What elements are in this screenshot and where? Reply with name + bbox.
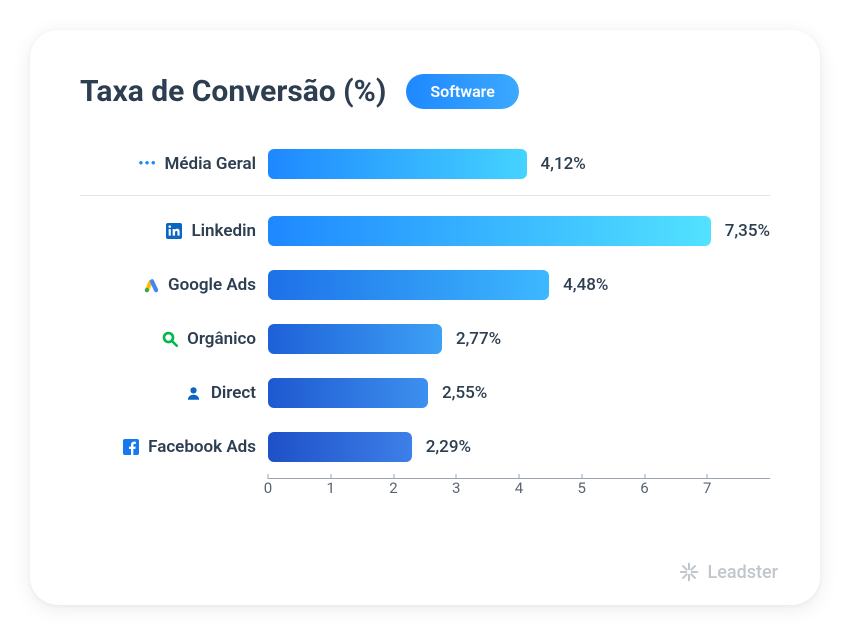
summary-row: ••• Média Geral 4,12% <box>80 137 770 191</box>
series-value: 7,35% <box>725 221 770 241</box>
series-bar-col: 7,35% <box>268 204 770 258</box>
series-bar <box>268 270 549 300</box>
series-bar <box>268 432 412 462</box>
series-bar-col: 2,55% <box>268 366 770 420</box>
series-value: 2,77% <box>456 329 501 349</box>
axis-tick: 5 <box>578 479 586 497</box>
chart-header: Taxa de Conversão (%) Software <box>80 74 770 109</box>
series-bar-col: 4,48% <box>268 258 770 312</box>
x-axis: 0 1 2 3 4 5 6 7 <box>80 478 770 505</box>
series-label-col: Orgânico <box>80 329 268 349</box>
series-value: 2,29% <box>426 437 471 457</box>
footer-brand-text: Leadster <box>708 562 778 583</box>
axis-tick: 2 <box>389 479 397 497</box>
facebook-icon <box>122 438 140 456</box>
axis-tick: 7 <box>703 479 711 497</box>
bar-chart: ••• Média Geral 4,12% Linkedin 7,35% Googl… <box>80 137 770 505</box>
series-bar-col: 2,29% <box>268 420 770 474</box>
series-value: 2,55% <box>442 383 487 403</box>
series-row: Google Ads 4,48% <box>80 258 770 312</box>
series-bar-col: 2,77% <box>268 312 770 366</box>
linkedin-icon <box>165 222 183 240</box>
series-label: Orgânico <box>187 329 256 349</box>
axis-tick: 1 <box>327 479 335 497</box>
series-row: Facebook Ads 2,29% <box>80 420 770 474</box>
category-badge: Software <box>406 74 519 109</box>
summary-bar-col: 4,12% <box>268 137 770 191</box>
series-value: 4,48% <box>563 275 608 295</box>
summary-bar <box>268 149 527 179</box>
series-label: Google Ads <box>168 275 256 295</box>
series-row: Direct 2,55% <box>80 366 770 420</box>
footer-brand: Leadster <box>678 561 778 583</box>
series-container: Linkedin 7,35% Google Ads 4,48% Orgânico 2,77… <box>80 204 770 474</box>
summary-value: 4,12% <box>541 154 586 174</box>
chart-card: Taxa de Conversão (%) Software ••• Média… <box>30 30 820 605</box>
leadster-icon <box>678 561 700 583</box>
series-label-col: Facebook Ads <box>80 437 268 457</box>
axis-tick: 6 <box>640 479 648 497</box>
googleads-icon <box>142 276 160 294</box>
axis-ticks: 01234567 <box>268 479 770 505</box>
dots-icon: ••• <box>139 155 157 173</box>
series-label-col: Linkedin <box>80 221 268 241</box>
axis-tick: 3 <box>452 479 460 497</box>
series-label-col: Google Ads <box>80 275 268 295</box>
series-bar <box>268 216 711 246</box>
axis-tick: 4 <box>515 479 523 497</box>
series-label: Facebook Ads <box>148 437 256 457</box>
chart-title: Taxa de Conversão (%) <box>80 74 386 109</box>
series-bar <box>268 378 428 408</box>
axis-tick: 0 <box>264 479 272 497</box>
summary-label-col: ••• Média Geral <box>80 154 268 174</box>
series-label-col: Direct <box>80 383 268 403</box>
series-row: Orgânico 2,77% <box>80 312 770 366</box>
series-label: Linkedin <box>191 221 256 241</box>
summary-label: Média Geral <box>165 154 256 174</box>
series-bar <box>268 324 442 354</box>
divider <box>80 195 770 196</box>
search-icon <box>161 330 179 348</box>
series-row: Linkedin 7,35% <box>80 204 770 258</box>
user-icon <box>185 384 203 402</box>
series-label: Direct <box>211 383 256 403</box>
